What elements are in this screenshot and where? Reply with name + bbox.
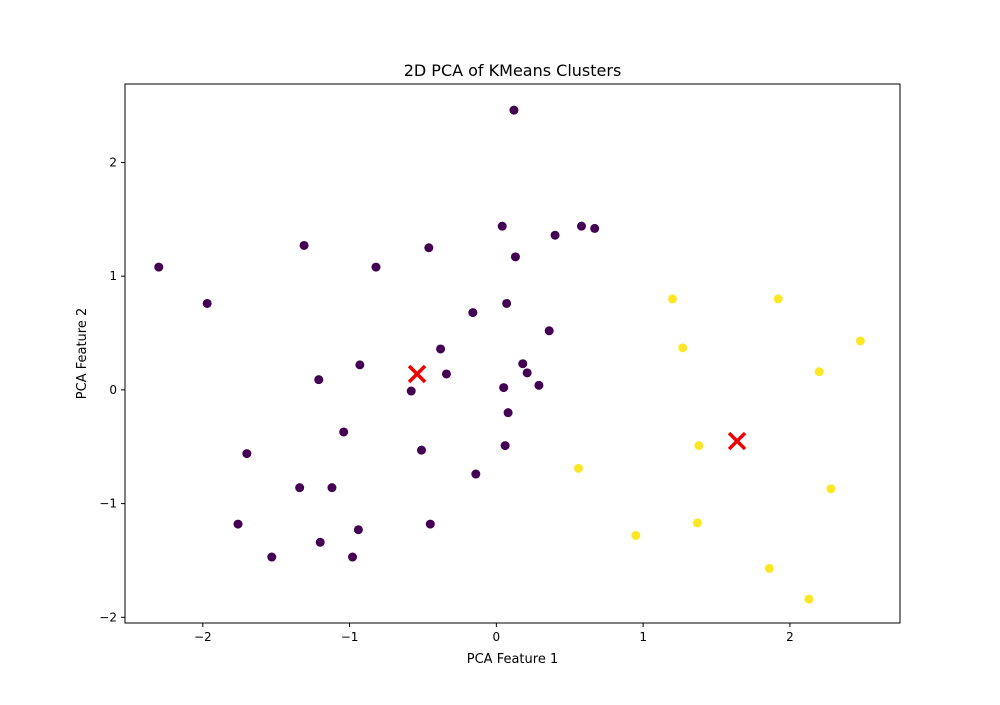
- centroid-markers: [407, 364, 747, 451]
- cluster-0-point: [503, 408, 513, 418]
- cluster-0-point: [353, 525, 363, 535]
- cluster-0-point: [327, 483, 337, 493]
- cluster-0-point: [522, 368, 532, 378]
- plot-frame: [124, 83, 901, 624]
- cluster-0-point: [339, 427, 349, 437]
- axis-ticks: −2 −1 0 1 2 −2 −1 0 1 2: [99, 155, 793, 644]
- cluster-0-point: [154, 262, 164, 272]
- cluster-1-point: [692, 518, 702, 528]
- centroid-stroke: [727, 431, 747, 451]
- cluster-0-point: [510, 252, 520, 262]
- x-tick-label: −1: [341, 630, 359, 644]
- cluster-0-point: [502, 298, 512, 308]
- x-axis-label: PCA Feature 1: [467, 652, 558, 667]
- cluster-1-point: [826, 484, 836, 494]
- cluster-0-point: [441, 369, 451, 379]
- x-tick-label: 2: [786, 630, 794, 644]
- y-tick-label: 1: [109, 269, 117, 283]
- cluster-0-point: [544, 326, 554, 336]
- cluster-0-point: [509, 105, 519, 115]
- centroid-marker: [727, 431, 747, 451]
- cluster-0-point: [500, 441, 510, 451]
- centroid-marker: [407, 364, 427, 384]
- cluster-1-point: [694, 441, 704, 451]
- centroid-stroke: [407, 364, 427, 384]
- cluster-1-point: [631, 530, 641, 540]
- cluster-0-point: [590, 223, 600, 233]
- cluster-0-point: [315, 537, 325, 547]
- cluster-0-point: [406, 386, 416, 396]
- cluster-0-point: [468, 308, 478, 318]
- cluster-1-point: [678, 343, 688, 353]
- y-tick-label: −2: [99, 610, 117, 624]
- cluster-0-point: [371, 262, 381, 272]
- cluster-0-point: [425, 519, 435, 529]
- cluster-0-point: [242, 449, 252, 459]
- cluster-0-point: [416, 445, 426, 455]
- chart-title: 2D PCA of KMeans Clusters: [404, 61, 622, 80]
- y-tick-label: −1: [99, 497, 117, 511]
- cluster-0-point: [534, 380, 544, 390]
- data-points: [154, 105, 865, 604]
- cluster-0-point: [518, 359, 528, 369]
- cluster-0-point: [436, 344, 446, 354]
- cluster-0-point: [299, 240, 309, 250]
- x-tick-label: 0: [493, 630, 501, 644]
- cluster-0-point: [314, 375, 324, 385]
- cluster-1-point: [814, 367, 824, 377]
- x-tick-label: 1: [639, 630, 647, 644]
- cluster-1-point: [667, 294, 677, 304]
- cluster-0-point: [497, 221, 507, 231]
- y-axis-label: PCA Feature 2: [75, 308, 90, 399]
- cluster-1-point: [855, 336, 865, 346]
- cluster-0-point: [499, 383, 509, 393]
- cluster-0-point: [355, 360, 365, 370]
- cluster-1-point: [773, 294, 783, 304]
- cluster-0-point: [471, 469, 481, 479]
- cluster-0-point: [348, 552, 358, 562]
- y-tick-label: 2: [109, 155, 117, 169]
- y-tick-label: 0: [109, 383, 117, 397]
- cluster-0-point: [295, 483, 305, 493]
- cluster-0-point: [267, 552, 277, 562]
- cluster-0-point: [576, 221, 586, 231]
- cluster-1-point: [804, 594, 814, 604]
- cluster-0-point: [424, 243, 434, 253]
- cluster-0-point: [233, 519, 243, 529]
- cluster-0-point: [550, 230, 560, 240]
- x-tick-label: −2: [194, 630, 212, 644]
- cluster-1-point: [764, 563, 774, 573]
- cluster-1-point: [574, 463, 584, 473]
- cluster-0-point: [202, 298, 212, 308]
